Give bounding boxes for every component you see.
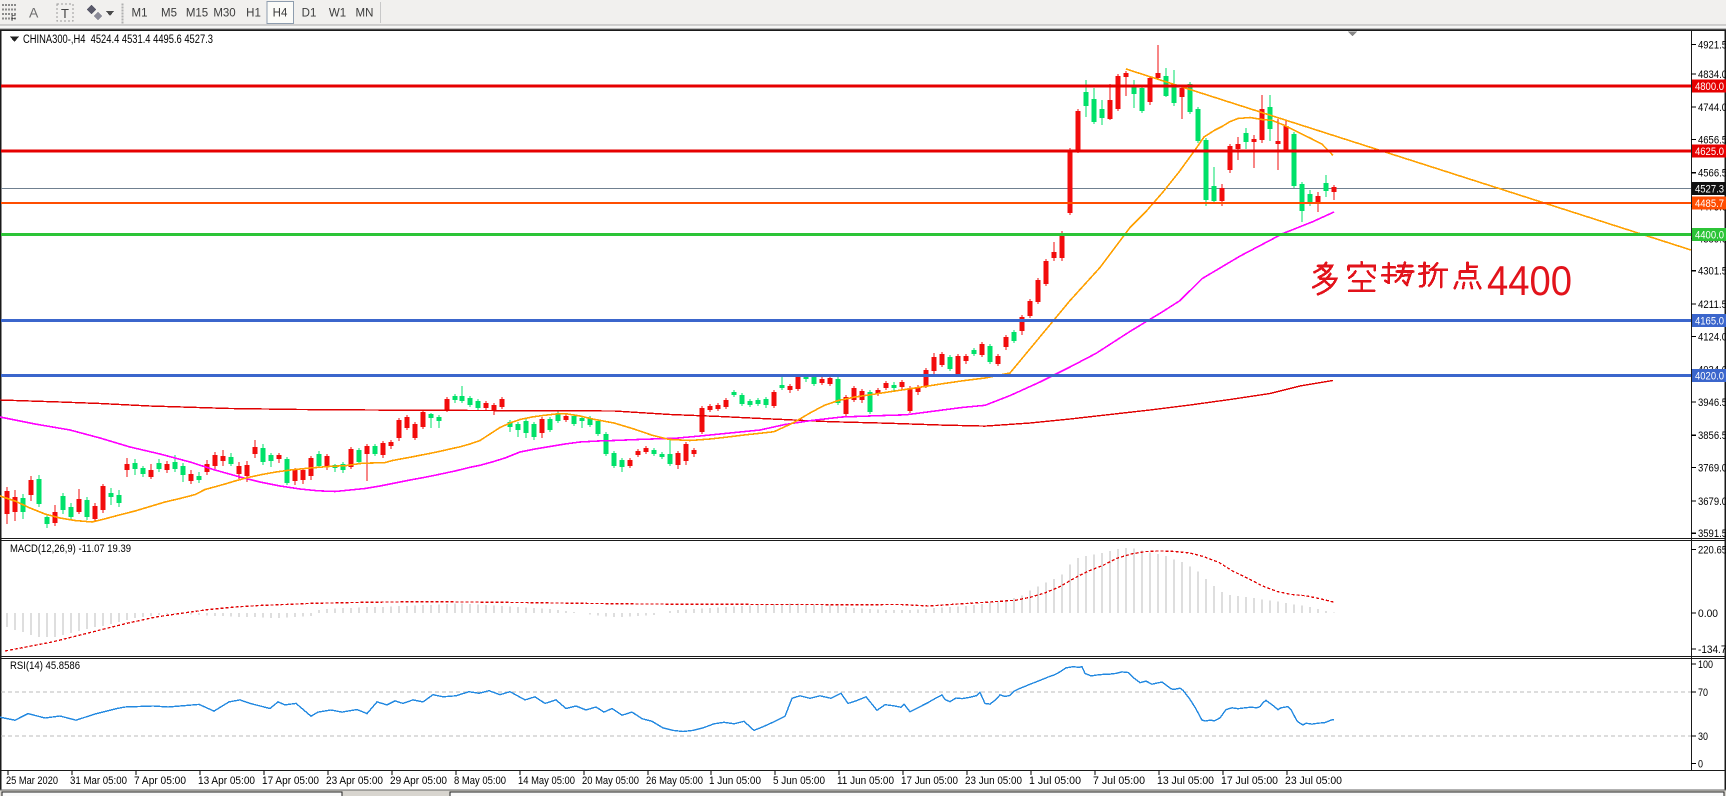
svg-text:30: 30 bbox=[1698, 731, 1708, 743]
svg-text:T: T bbox=[61, 6, 69, 21]
svg-text:4400.0: 4400.0 bbox=[1695, 230, 1724, 242]
svg-text:D1: D1 bbox=[302, 8, 317, 20]
svg-text:4020.0: 4020.0 bbox=[1695, 371, 1724, 383]
svg-text:4527.3: 4527.3 bbox=[1695, 184, 1724, 196]
svg-text:0: 0 bbox=[1698, 759, 1703, 771]
svg-text:17 Jun 05:00: 17 Jun 05:00 bbox=[901, 775, 958, 787]
svg-text:M30: M30 bbox=[213, 8, 235, 20]
svg-text:7 Apr 05:00: 7 Apr 05:00 bbox=[134, 775, 186, 787]
svg-text:13 Apr 05:00: 13 Apr 05:00 bbox=[198, 775, 255, 787]
svg-text:70: 70 bbox=[1698, 687, 1708, 699]
svg-text:4566.5: 4566.5 bbox=[1698, 168, 1726, 180]
svg-text:4744.0: 4744.0 bbox=[1698, 102, 1726, 114]
svg-text:CHINA300-,H4 4524.4 4531.4 44: CHINA300-,H4 4524.4 4531.4 4495.6 4527.3 bbox=[23, 34, 213, 46]
svg-text:4656.5: 4656.5 bbox=[1698, 134, 1726, 146]
svg-text:23 Jul 05:00: 23 Jul 05:00 bbox=[1285, 775, 1342, 787]
svg-text:4211.5: 4211.5 bbox=[1698, 299, 1726, 311]
svg-text:13 Jul 05:00: 13 Jul 05:00 bbox=[1157, 775, 1214, 787]
svg-text:4301.5: 4301.5 bbox=[1698, 266, 1726, 278]
svg-text:4400: 4400 bbox=[1487, 257, 1572, 304]
svg-text:4800.0: 4800.0 bbox=[1695, 81, 1724, 93]
svg-text:25 Mar 2020: 25 Mar 2020 bbox=[6, 775, 58, 787]
svg-text:7 Jul 05:00: 7 Jul 05:00 bbox=[1093, 775, 1145, 787]
svg-text:4625.0: 4625.0 bbox=[1695, 146, 1724, 158]
svg-text:17 Jul 05:00: 17 Jul 05:00 bbox=[1221, 775, 1278, 787]
svg-text:H1: H1 bbox=[246, 8, 261, 20]
svg-text:MN: MN bbox=[356, 8, 374, 20]
svg-text:20 May 05:00: 20 May 05:00 bbox=[582, 775, 639, 787]
svg-text:4485.7: 4485.7 bbox=[1695, 198, 1724, 210]
svg-text:100: 100 bbox=[1698, 659, 1713, 671]
svg-text:29 Apr 05:00: 29 Apr 05:00 bbox=[390, 775, 447, 787]
svg-text:M1: M1 bbox=[132, 8, 148, 20]
svg-text:4165.0: 4165.0 bbox=[1695, 316, 1724, 328]
svg-text:4124.0: 4124.0 bbox=[1698, 331, 1726, 343]
svg-text:11 Jun 05:00: 11 Jun 05:00 bbox=[837, 775, 894, 787]
svg-text:220.65: 220.65 bbox=[1698, 545, 1726, 557]
svg-text:31 Mar 05:00: 31 Mar 05:00 bbox=[70, 775, 127, 787]
svg-text:A: A bbox=[29, 5, 39, 21]
svg-text:5 Jun 05:00: 5 Jun 05:00 bbox=[773, 775, 825, 787]
svg-text:26 May 05:00: 26 May 05:00 bbox=[646, 775, 703, 787]
svg-text:4834.0: 4834.0 bbox=[1698, 69, 1726, 81]
svg-text:M5: M5 bbox=[161, 8, 177, 20]
svg-text:8 May 05:00: 8 May 05:00 bbox=[454, 775, 506, 787]
svg-text:F: F bbox=[11, 14, 16, 23]
svg-text:0.00: 0.00 bbox=[1698, 608, 1718, 620]
svg-text:-134.76: -134.76 bbox=[1698, 644, 1726, 656]
svg-text:17 Apr 05:00: 17 Apr 05:00 bbox=[262, 775, 319, 787]
svg-text:3591.5: 3591.5 bbox=[1698, 528, 1726, 540]
svg-text:M15: M15 bbox=[186, 8, 208, 20]
svg-text:4921.5: 4921.5 bbox=[1698, 40, 1726, 52]
svg-text:RSI(14) 45.8586: RSI(14) 45.8586 bbox=[10, 660, 80, 672]
svg-text:3769.0: 3769.0 bbox=[1698, 463, 1726, 475]
svg-text:3946.5: 3946.5 bbox=[1698, 397, 1726, 409]
svg-text:14 May 05:00: 14 May 05:00 bbox=[518, 775, 575, 787]
svg-text:H4: H4 bbox=[273, 8, 288, 20]
svg-text:MACD(12,26,9) -11.07 19.39: MACD(12,26,9) -11.07 19.39 bbox=[10, 543, 131, 555]
svg-text:3679.0: 3679.0 bbox=[1698, 496, 1726, 508]
svg-text:23 Jun 05:00: 23 Jun 05:00 bbox=[965, 775, 1022, 787]
svg-text:23 Apr 05:00: 23 Apr 05:00 bbox=[326, 775, 383, 787]
svg-text:W1: W1 bbox=[329, 8, 346, 20]
svg-text:1 Jun 05:00: 1 Jun 05:00 bbox=[709, 775, 761, 787]
svg-text:3856.5: 3856.5 bbox=[1698, 430, 1726, 442]
svg-text:1 Jul 05:00: 1 Jul 05:00 bbox=[1029, 775, 1081, 787]
